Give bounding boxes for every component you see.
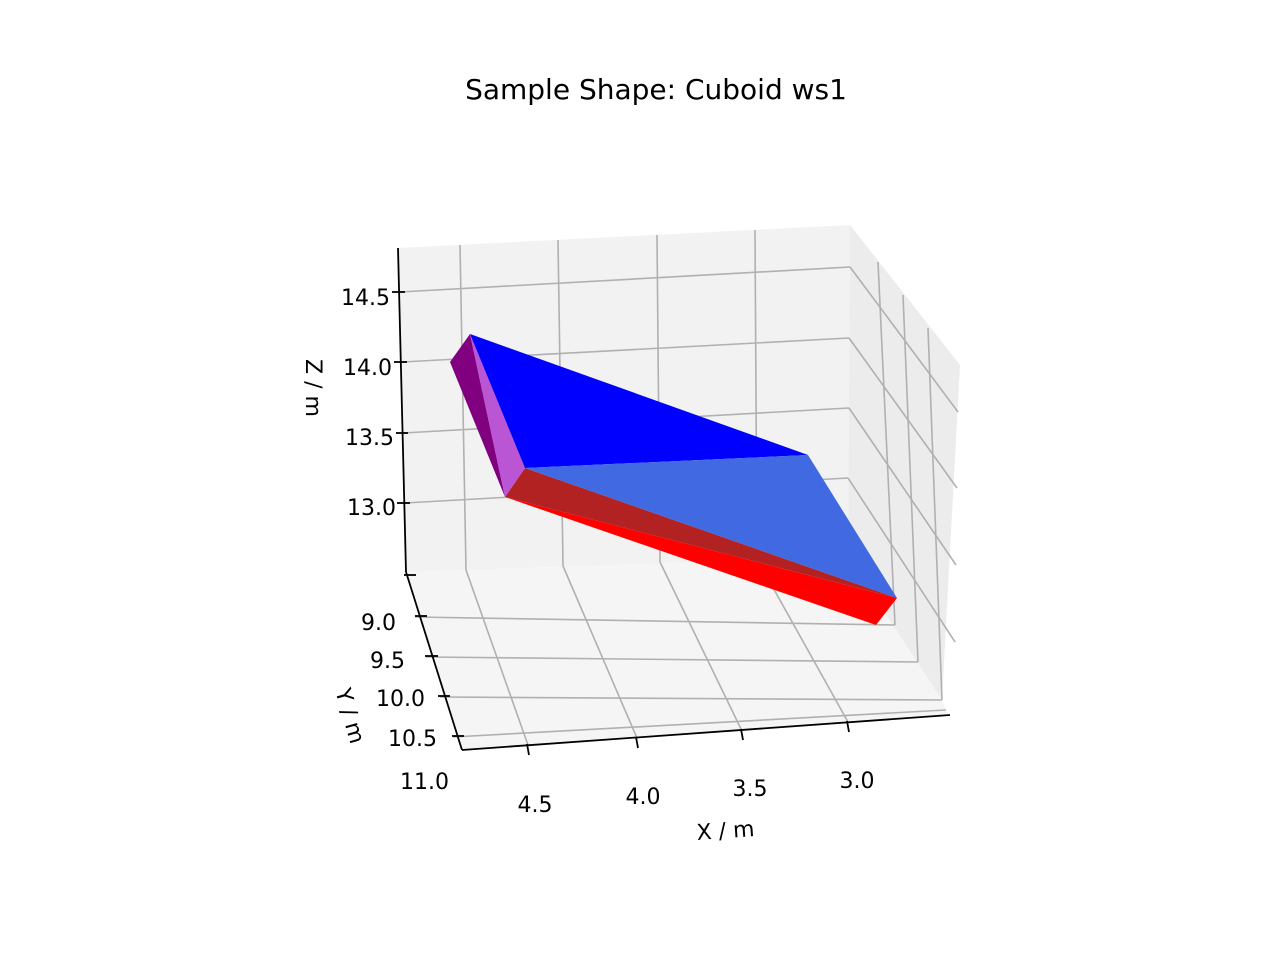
x-tick-label: 4.0 [626,785,661,810]
y-tick-label: 9.5 [370,649,405,674]
y-tick-label: 10.0 [376,687,425,712]
x-axis-label: X / m [696,817,756,846]
bottom-face-dark [505,468,897,598]
cuboid-shape [450,334,897,625]
chart-title: Sample Shape: Cuboid ws1 [465,73,847,106]
y-tick-label: 11.0 [400,770,449,795]
x-axis-line [461,714,951,751]
y-tick-label: 9.0 [361,611,396,636]
y-tick-label: 10.5 [388,727,437,752]
bottom-face [505,497,897,625]
y-axis-line [405,571,463,751]
x-tick-label: 4.5 [518,793,553,818]
tick-marks [392,291,850,756]
z-axis-label: Z / m [300,359,325,417]
y-axis-label: Y / m [329,685,369,747]
x-tick-label: 3.5 [733,777,768,802]
z-tick-label: 14.0 [343,356,392,381]
right-grid [847,261,959,701]
front-face [525,455,897,598]
left-end-dark [450,334,505,497]
z-tick-label: 14.5 [341,286,390,311]
top-face [470,334,808,468]
z-axis-line [397,247,407,573]
floor-pane [406,557,948,750]
z-tick-label: 13.5 [345,426,394,451]
x-tick-label: 3.0 [840,769,875,794]
z-tick-label: 13.0 [347,496,396,521]
left-end-light [470,334,525,497]
